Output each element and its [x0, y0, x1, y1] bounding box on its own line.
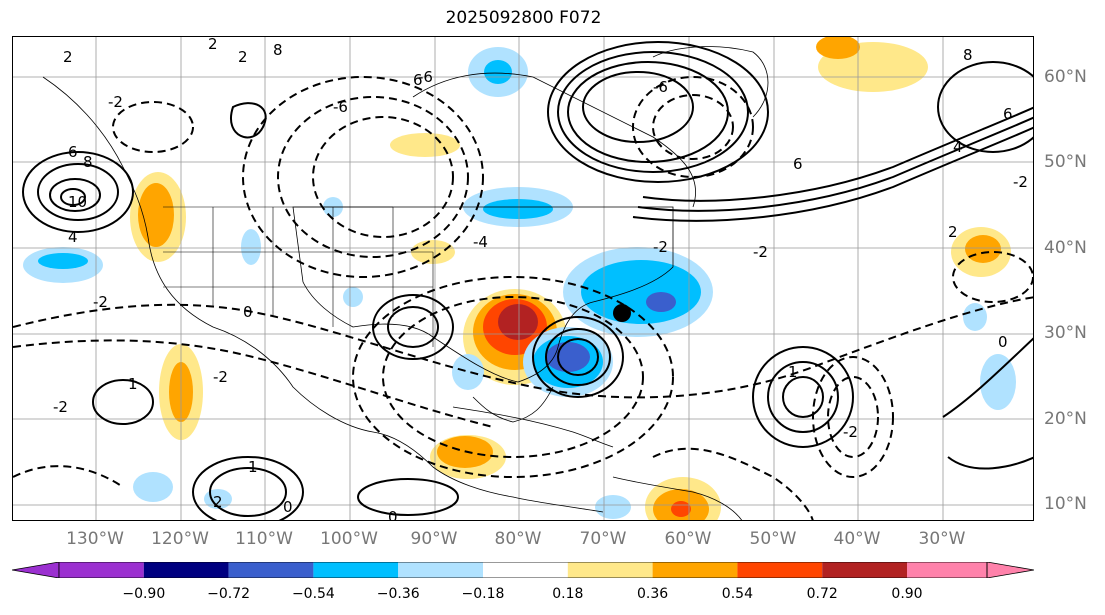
- contour-label: 6: [413, 71, 423, 89]
- map-panel: 2 2 2 8 6 8 10 4 4 6 8 6 6 1 0 0 1 1 2 0…: [12, 36, 1034, 521]
- contour-label: 0: [998, 333, 1008, 351]
- lon-label: 80°W: [494, 529, 542, 549]
- colorbar-tick: 0.90: [891, 586, 923, 602]
- contour-label: -6: [418, 68, 433, 86]
- contour-label: 2: [63, 48, 73, 66]
- contour-label: -2: [93, 293, 108, 311]
- colorbar-tick: −0.18: [461, 586, 505, 602]
- colorbar: [12, 562, 1034, 578]
- contour-label: 2: [213, 493, 223, 511]
- contour-labels: 2 2 2 8 6 8 10 4 4 6 8 6 6 1 0 0 1 1 2 0…: [53, 37, 1028, 521]
- lat-label: 30°N: [1044, 323, 1087, 343]
- lat-label: 10°N: [1044, 494, 1087, 514]
- contour-label: 2: [948, 223, 958, 241]
- contour-label: 4: [68, 228, 78, 246]
- contour-label: -2: [1013, 173, 1028, 191]
- lon-label: 100°W: [320, 529, 378, 549]
- graticule: [13, 37, 1033, 520]
- colorbar-tick: 0.72: [806, 586, 838, 602]
- colorbar-bin: [398, 562, 483, 578]
- lon-label: 40°W: [833, 529, 881, 549]
- colorbar-bin: [143, 562, 229, 578]
- colorbar-tick: −0.72: [207, 586, 251, 602]
- storm-center-marker: [613, 304, 631, 322]
- contour-label: 4: [953, 138, 963, 156]
- lon-label: 130°W: [66, 529, 124, 549]
- colorbar-tick: −0.36: [376, 586, 420, 602]
- contour-label: 6: [1003, 105, 1013, 123]
- lat-label: 20°N: [1044, 409, 1087, 429]
- contour-label: 0: [388, 508, 398, 521]
- colorbar-under-triangle: [12, 562, 60, 578]
- negative-shading: [23, 47, 1016, 519]
- contour-label: 8: [963, 46, 973, 64]
- contour-label: -2: [653, 238, 668, 256]
- colorbar-tick: 0.18: [552, 586, 584, 602]
- lon-label: 60°W: [664, 529, 712, 549]
- contour-label: -6: [333, 98, 348, 116]
- contour-label: 1: [128, 375, 138, 393]
- positive-contours: [22, 41, 1033, 520]
- colorbar-bin: [907, 562, 987, 578]
- contour-label: 6: [793, 155, 803, 173]
- colorbar-bin: [737, 562, 823, 578]
- negative-contours: [13, 76, 1033, 520]
- lat-label: 60°N: [1044, 67, 1087, 87]
- contour-label: 10: [68, 193, 87, 211]
- colorbar-bin: [228, 562, 314, 578]
- contour-label: -2: [753, 243, 768, 261]
- lat-label: 40°N: [1044, 238, 1087, 258]
- lon-label: 110°W: [235, 529, 293, 549]
- plot-title: 2025092800 F072: [445, 8, 602, 28]
- country-borders: [163, 206, 434, 347]
- contour-label: -2: [843, 423, 858, 441]
- contour-label: 1: [788, 363, 798, 381]
- contour-label: 2: [208, 37, 218, 53]
- colorbar-tick: 0.54: [721, 586, 753, 602]
- contour-label: 0: [243, 303, 253, 321]
- lon-label: 90°W: [410, 529, 458, 549]
- colorbar-bin: [59, 562, 144, 578]
- colorbar-tick: 0.36: [637, 586, 669, 602]
- contour-label: 1: [248, 458, 258, 476]
- lon-label: 70°W: [579, 529, 627, 549]
- contour-label: -6: [653, 78, 668, 96]
- contour-label: -2: [53, 398, 68, 416]
- contour-label: 8: [273, 41, 283, 59]
- colorbar-bin: [652, 562, 738, 578]
- contour-label: 8: [83, 153, 93, 171]
- lon-label: 30°W: [918, 529, 966, 549]
- colorbar-bin: [567, 562, 653, 578]
- lon-label: 50°W: [749, 529, 797, 549]
- contour-label: 6: [68, 143, 78, 161]
- contour-label: 2: [238, 48, 248, 66]
- contour-label: -2: [213, 368, 228, 386]
- lat-label: 50°N: [1044, 152, 1087, 172]
- colorbar-over-triangle: [986, 562, 1034, 578]
- colorbar-tick: −0.90: [122, 586, 166, 602]
- colorbar-bin: [822, 562, 907, 578]
- map-canvas: 2 2 2 8 6 8 10 4 4 6 8 6 6 1 0 0 1 1 2 0…: [13, 37, 1033, 521]
- lon-label: 120°W: [151, 529, 209, 549]
- contour-label: -2: [108, 93, 123, 111]
- colorbar-bin: [313, 562, 399, 578]
- colorbar-bin: [483, 562, 568, 578]
- contour-label: 0: [283, 498, 293, 516]
- contour-label: -4: [473, 233, 488, 251]
- colorbar-tick: −0.54: [291, 586, 335, 602]
